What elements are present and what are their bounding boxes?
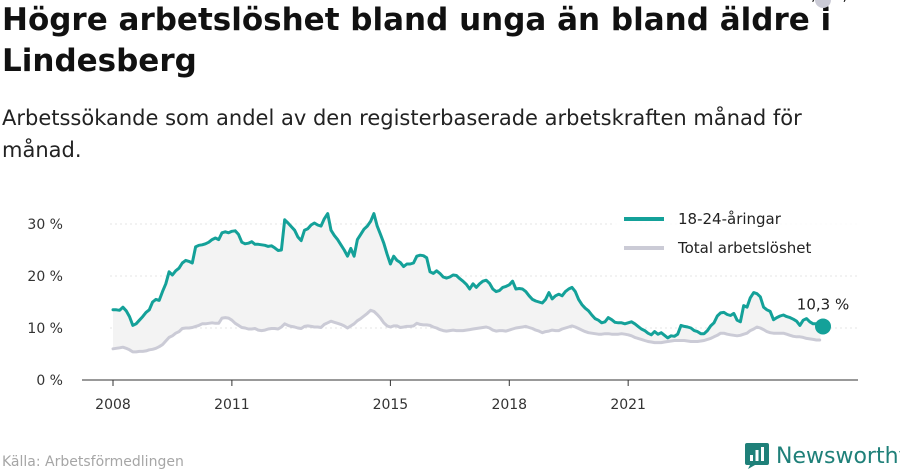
brand-logo: Newsworthy bbox=[744, 441, 900, 471]
x-tick-label: 2008 bbox=[95, 397, 131, 413]
y-tick-label: 0 % bbox=[36, 373, 63, 389]
series-lines bbox=[111, 212, 825, 354]
x-tick-label: 2018 bbox=[491, 397, 527, 413]
newsworthy-logo-icon bbox=[745, 443, 769, 469]
chart-subtitle: Arbetssökande som andel av den registerb… bbox=[2, 106, 802, 162]
label-gap: 2,6 % bbox=[833, 0, 876, 4]
legend-label: 18-24-åringar bbox=[678, 210, 782, 228]
y-tick-label: 30 % bbox=[27, 217, 63, 233]
end-point-youth bbox=[815, 318, 831, 335]
brand-name: Newsworthy bbox=[776, 443, 900, 469]
end-annotations: 10,3 % 2,6 %7,7 % bbox=[797, 0, 876, 335]
gridlines: 0 % 10 % 20 % 30 % bbox=[27, 217, 858, 389]
legend-background bbox=[612, 205, 858, 267]
source-note: Källa: Arbetsförmedlingen bbox=[2, 454, 184, 470]
x-tick-label: 2011 bbox=[214, 397, 250, 413]
y-tick-label: 10 % bbox=[27, 321, 63, 337]
x-tick-label: 2021 bbox=[610, 397, 646, 413]
label-youth-last: 10,3 % bbox=[797, 295, 849, 313]
label-total-last: 7,7 % bbox=[802, 0, 845, 4]
x-tick-label: 2015 bbox=[373, 397, 409, 413]
series-line-total bbox=[111, 308, 822, 354]
axes: 2008 2011 2015 2018 2021 bbox=[82, 379, 858, 413]
gap-band bbox=[113, 213, 823, 352]
series-line-youth bbox=[111, 212, 825, 340]
y-tick-label: 20 % bbox=[27, 269, 63, 285]
legend: 18-24-åringar Total arbetslöshet bbox=[612, 205, 858, 267]
chart-title: Högre arbetslöshet bland unga än bland ä… bbox=[2, 2, 832, 79]
end-point-total bbox=[815, 0, 831, 8]
legend-label: Total arbetslöshet bbox=[677, 239, 812, 257]
